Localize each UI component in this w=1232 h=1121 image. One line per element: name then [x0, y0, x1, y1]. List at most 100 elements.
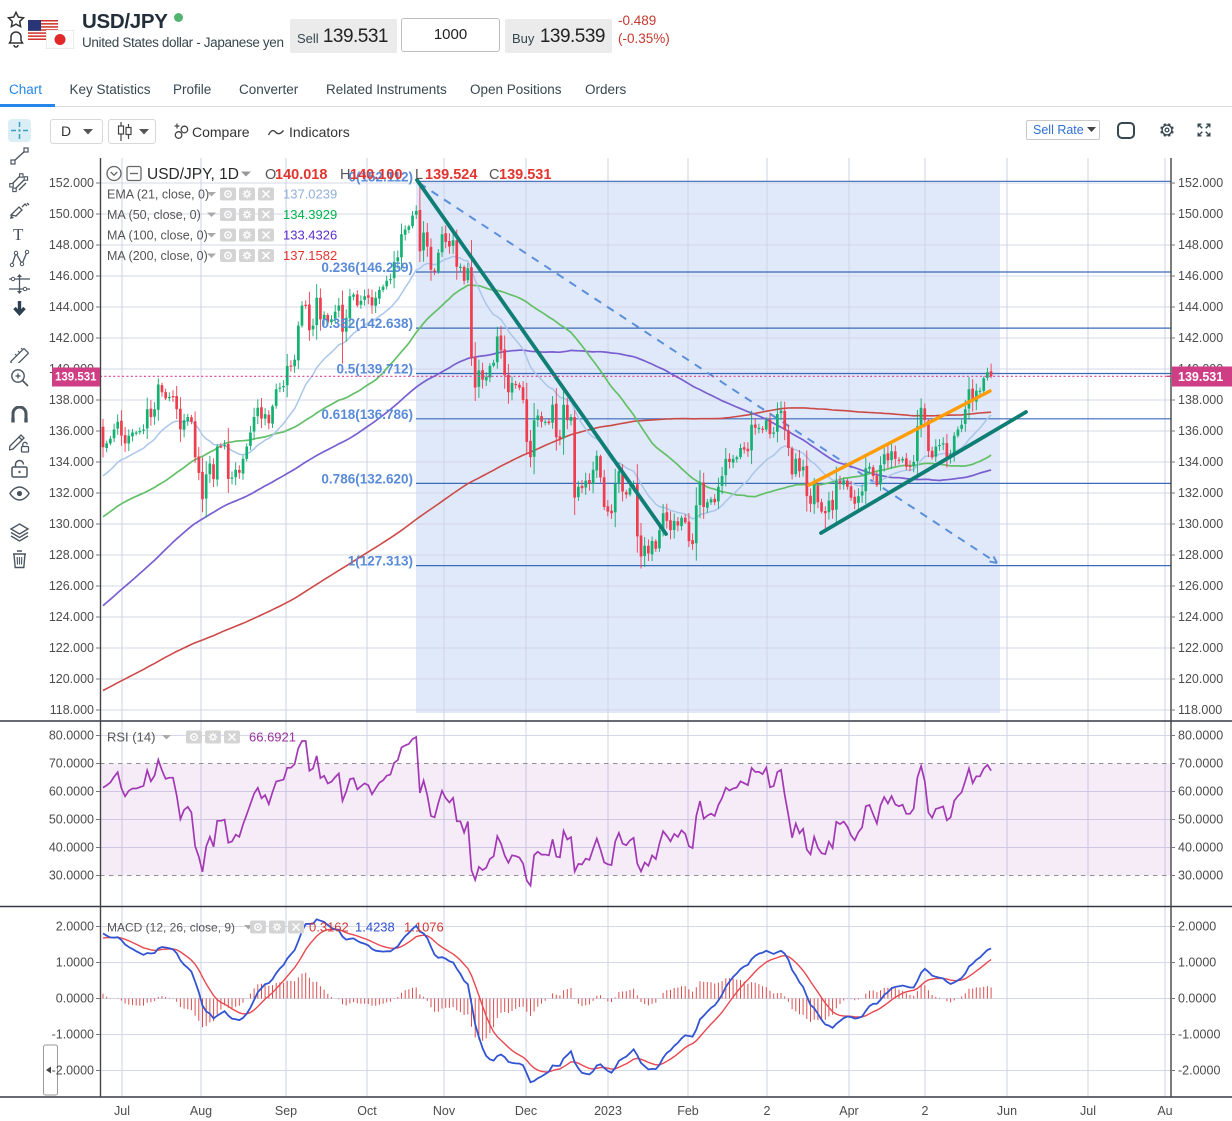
- svg-text:130.000: 130.000: [49, 517, 94, 531]
- svg-text:USD/JPY, 1D: USD/JPY, 1D: [147, 166, 239, 183]
- svg-text:0.382(142.638): 0.382(142.638): [321, 316, 413, 331]
- svg-text:134.3929: 134.3929: [283, 207, 337, 222]
- svg-text:MA (50, close, 0): MA (50, close, 0): [107, 208, 201, 222]
- svg-text:150.000: 150.000: [49, 207, 94, 221]
- svg-text:MACD (12, 26, close, 9): MACD (12, 26, close, 9): [107, 921, 235, 935]
- svg-text:144.000: 144.000: [49, 300, 94, 314]
- svg-text:124.000: 124.000: [49, 610, 94, 624]
- svg-text:142.000: 142.000: [1178, 331, 1223, 345]
- svg-text:140.018: 140.018: [275, 167, 327, 183]
- svg-text:144.000: 144.000: [1178, 300, 1223, 314]
- svg-text:70.0000: 70.0000: [1178, 757, 1223, 771]
- svg-text:Apr: Apr: [839, 1104, 858, 1118]
- svg-text:Nov: Nov: [433, 1104, 456, 1118]
- svg-text:133.4326: 133.4326: [283, 228, 337, 243]
- svg-text:152.000: 152.000: [49, 176, 94, 190]
- svg-text:146.000: 146.000: [1178, 269, 1223, 283]
- svg-text:2: 2: [764, 1104, 771, 1118]
- svg-text:H: H: [340, 167, 350, 183]
- svg-text:0.618(136.786): 0.618(136.786): [321, 407, 413, 422]
- svg-text:1.1076: 1.1076: [404, 920, 444, 935]
- svg-text:0.5(139.712): 0.5(139.712): [336, 362, 413, 377]
- svg-text:Aug: Aug: [190, 1104, 212, 1118]
- svg-text:126.000: 126.000: [1178, 579, 1223, 593]
- svg-text:RSI (14): RSI (14): [107, 730, 155, 745]
- svg-text:MA (100, close, 0): MA (100, close, 0): [107, 229, 208, 243]
- svg-text:Dec: Dec: [515, 1104, 537, 1118]
- svg-text:-1.0000: -1.0000: [1178, 1028, 1220, 1042]
- svg-text:139.531: 139.531: [499, 167, 551, 183]
- svg-text:-2.0000: -2.0000: [52, 1064, 94, 1078]
- svg-text:126.000: 126.000: [49, 579, 94, 593]
- svg-text:80.0000: 80.0000: [1178, 729, 1223, 743]
- svg-text:2023: 2023: [594, 1104, 622, 1118]
- svg-text:70.0000: 70.0000: [49, 757, 94, 771]
- svg-text:2.0000: 2.0000: [1178, 920, 1216, 934]
- svg-text:30.0000: 30.0000: [49, 869, 94, 883]
- svg-text:-2.0000: -2.0000: [1178, 1064, 1220, 1078]
- svg-text:60.0000: 60.0000: [1178, 785, 1223, 799]
- svg-text:118.000: 118.000: [1178, 703, 1222, 717]
- svg-text:130.000: 130.000: [1178, 517, 1223, 531]
- svg-text:60.0000: 60.0000: [49, 785, 94, 799]
- svg-text:140.100: 140.100: [350, 167, 402, 183]
- svg-text:MA (200, close, 0): MA (200, close, 0): [107, 249, 208, 263]
- svg-text:134.000: 134.000: [1178, 455, 1223, 469]
- svg-text:Jul: Jul: [114, 1104, 130, 1118]
- svg-text:Sep: Sep: [275, 1104, 297, 1118]
- svg-text:2: 2: [922, 1104, 929, 1118]
- svg-text:128.000: 128.000: [49, 548, 94, 562]
- svg-text:30.0000: 30.0000: [1178, 869, 1223, 883]
- svg-text:-1.0000: -1.0000: [52, 1028, 94, 1042]
- svg-text:50.0000: 50.0000: [1178, 813, 1223, 827]
- svg-text:50.0000: 50.0000: [49, 813, 94, 827]
- svg-text:Jun: Jun: [997, 1104, 1017, 1118]
- svg-text:L: L: [415, 167, 423, 183]
- svg-text:137.1582: 137.1582: [283, 248, 337, 263]
- svg-text:136.000: 136.000: [49, 424, 94, 438]
- svg-text:137.0239: 137.0239: [283, 187, 337, 202]
- svg-text:148.000: 148.000: [1178, 238, 1223, 252]
- svg-text:132.000: 132.000: [49, 486, 94, 500]
- svg-text:Oct: Oct: [357, 1104, 377, 1118]
- svg-text:122.000: 122.000: [49, 641, 94, 655]
- svg-text:122.000: 122.000: [1178, 641, 1223, 655]
- svg-text:138.000: 138.000: [49, 393, 94, 407]
- svg-text:118.000: 118.000: [50, 703, 94, 717]
- svg-text:1.0000: 1.0000: [1178, 956, 1216, 970]
- svg-text:0.786(132.620): 0.786(132.620): [321, 471, 413, 486]
- svg-text:138.000: 138.000: [1178, 393, 1223, 407]
- svg-text:128.000: 128.000: [1178, 548, 1223, 562]
- svg-text:O: O: [265, 167, 276, 183]
- svg-text:142.000: 142.000: [49, 331, 94, 345]
- svg-text:1(127.313): 1(127.313): [348, 554, 413, 569]
- svg-text:Jul: Jul: [1080, 1104, 1096, 1118]
- svg-text:150.000: 150.000: [1178, 207, 1223, 221]
- svg-text:139.524: 139.524: [425, 167, 477, 183]
- svg-text:Au: Au: [1157, 1104, 1172, 1118]
- svg-text:152.000: 152.000: [1178, 176, 1223, 190]
- svg-text:146.000: 146.000: [49, 269, 94, 283]
- svg-text:EMA (21, close, 0): EMA (21, close, 0): [107, 188, 209, 202]
- svg-text:134.000: 134.000: [49, 455, 94, 469]
- svg-text:1.0000: 1.0000: [56, 956, 94, 970]
- svg-text:80.0000: 80.0000: [49, 729, 94, 743]
- svg-text:2.0000: 2.0000: [56, 920, 94, 934]
- svg-text:132.000: 132.000: [1178, 486, 1223, 500]
- svg-text:139.531: 139.531: [55, 372, 97, 384]
- svg-text:124.000: 124.000: [1178, 610, 1223, 624]
- svg-text:120.000: 120.000: [1178, 672, 1223, 686]
- svg-text:40.0000: 40.0000: [49, 841, 94, 855]
- svg-text:136.000: 136.000: [1178, 424, 1223, 438]
- svg-text:0.0000: 0.0000: [1178, 992, 1216, 1006]
- svg-text:120.000: 120.000: [49, 672, 94, 686]
- svg-text:0.0000: 0.0000: [56, 992, 94, 1006]
- svg-text:40.0000: 40.0000: [1178, 841, 1223, 855]
- svg-text:0.236(146.259): 0.236(146.259): [321, 260, 413, 275]
- svg-text:139.531: 139.531: [1178, 370, 1223, 384]
- svg-text:Feb: Feb: [677, 1104, 699, 1118]
- svg-text:1.4238: 1.4238: [355, 920, 395, 935]
- svg-text:0(152.112): 0(152.112): [348, 169, 413, 184]
- svg-text:C: C: [489, 167, 499, 183]
- svg-text:66.6921: 66.6921: [249, 730, 296, 745]
